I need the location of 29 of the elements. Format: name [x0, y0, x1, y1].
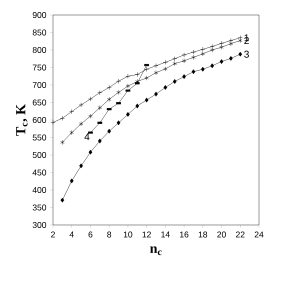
x-tick-label: 22 — [236, 232, 245, 238]
y-tick-label: 350 — [32, 204, 46, 210]
y-tick-label: 800 — [32, 47, 46, 53]
x-tick-label: 4 — [70, 232, 74, 238]
x-tick-label: 12 — [142, 232, 151, 238]
y-tick-label: 700 — [32, 82, 46, 88]
x-tick-label: 20 — [217, 232, 226, 238]
y-tick-label: 400 — [32, 187, 46, 193]
y-tick-label: 300 — [32, 222, 46, 228]
x-tick-label: 10 — [124, 232, 132, 238]
x-axis-title: n$_{c}$ — [150, 246, 162, 256]
x-tick-label: 2 — [51, 232, 55, 238]
x-tick-label: 18 — [198, 232, 208, 238]
x-tick-label: 14 — [161, 232, 170, 238]
y-tick-label: 500 — [32, 152, 46, 158]
x-tick-label: 16 — [180, 232, 188, 238]
series-label: 4 — [84, 133, 90, 140]
y-axis-title: T$_{c}$, K — [16, 104, 28, 136]
y-tick-label: 450 — [32, 170, 46, 176]
y-tick-label: 900 — [32, 12, 46, 18]
series-label: 3 — [244, 50, 249, 58]
x-tick-label: 24 — [254, 232, 264, 238]
y-tick-label: 850 — [32, 30, 46, 36]
y-tick-label: 600 — [32, 117, 46, 123]
y-tick-label: 550 — [32, 134, 46, 140]
x-tick-label: 6 — [88, 232, 92, 238]
x-tick-label: 8 — [107, 232, 112, 238]
y-tick-label: 650 — [32, 100, 46, 106]
y-tick-label: 750 — [32, 64, 46, 70]
